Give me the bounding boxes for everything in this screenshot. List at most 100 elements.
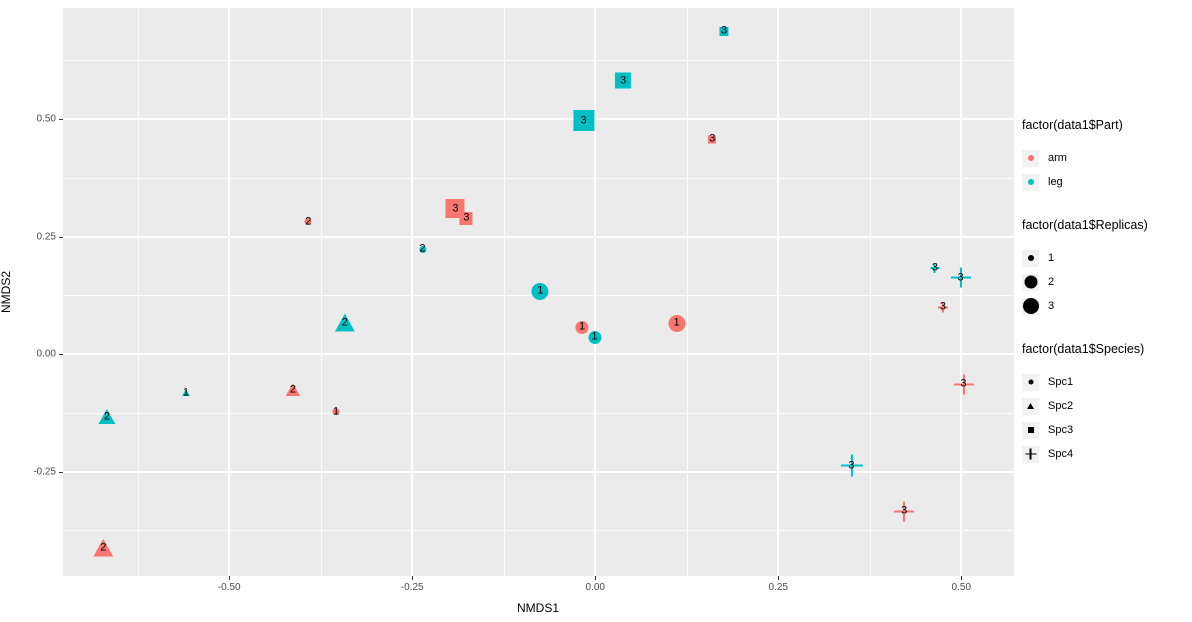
grid-line-minor xyxy=(63,60,1014,62)
data-point: 2 xyxy=(285,383,301,397)
plus-vertical-bar xyxy=(959,267,962,288)
data-point: 3 xyxy=(573,110,595,132)
legend-key-square-icon xyxy=(1027,427,1034,433)
y-axis-tick-label: -0.25 xyxy=(33,466,56,478)
legend-key xyxy=(1022,373,1039,391)
point-shape-circle xyxy=(668,314,685,332)
point-shape-square xyxy=(459,211,473,225)
point-label: 2 xyxy=(341,316,348,329)
point-label: 1 xyxy=(333,405,340,418)
legend-entry: 2 xyxy=(1022,270,1190,294)
point-label: 3 xyxy=(463,211,470,224)
point-label: 2 xyxy=(100,541,107,554)
data-point: 3 xyxy=(615,72,632,89)
legend-entry-label: Spc3 xyxy=(1048,424,1074,436)
legend-key xyxy=(1022,297,1039,315)
data-point: 3 xyxy=(937,301,948,313)
legend-entry: leg xyxy=(1022,170,1190,194)
point-shape-square xyxy=(708,135,717,144)
data-point: 3 xyxy=(930,261,940,274)
legend-key-circle-icon xyxy=(1027,155,1034,161)
grid-line-minor xyxy=(63,177,1014,179)
data-point: 1 xyxy=(531,282,549,300)
plus-vertical-bar xyxy=(903,501,906,522)
grid-line-minor xyxy=(63,412,1014,414)
point-label: 2 xyxy=(419,242,426,255)
point-label: 3 xyxy=(931,261,938,274)
x-axis-tick-label: 0.25 xyxy=(768,582,788,593)
grid-line-minor xyxy=(686,8,688,576)
point-label: 1 xyxy=(673,316,680,329)
grid-line-major xyxy=(411,8,414,576)
y-axis-tick xyxy=(59,236,63,238)
grid-line-minor xyxy=(869,8,871,576)
legend-entry-label: 2 xyxy=(1048,276,1055,288)
legend-key-plus-icon xyxy=(1025,448,1036,460)
point-shape-square xyxy=(719,26,729,36)
point-label: 3 xyxy=(848,459,855,472)
data-point: 3 xyxy=(950,267,971,288)
point-shape-circle xyxy=(588,330,601,344)
legend-entry-label: arm xyxy=(1048,152,1067,164)
data-point: 3 xyxy=(953,374,974,395)
legend-key xyxy=(1022,421,1039,439)
x-axis-tick xyxy=(778,576,780,580)
y-axis-title: NMDS2 xyxy=(0,270,13,314)
data-point: 2 xyxy=(418,242,426,255)
point-shape-plus xyxy=(937,302,948,313)
point-shape-plus xyxy=(840,454,863,477)
legend: factor(data1$Part) arm leg factor(data1$Rep… xyxy=(1022,118,1190,490)
plus-vertical-bar xyxy=(941,302,944,313)
legend-key xyxy=(1022,445,1039,463)
data-point: 3 xyxy=(840,454,863,477)
legend-entry: Spc1 xyxy=(1022,370,1190,394)
point-label: 1 xyxy=(182,386,190,399)
x-axis-title: NMDS1 xyxy=(516,601,560,615)
legend-entry-label: 1 xyxy=(1048,252,1055,264)
legend-entry-label: Spc2 xyxy=(1048,400,1074,412)
point-shape-plus xyxy=(930,263,940,273)
point-shape-circle xyxy=(575,320,589,334)
plus-vertical-bar xyxy=(933,263,936,273)
legend-title: factor(data1$Part) xyxy=(1022,118,1123,132)
legend-entry: Spc2 xyxy=(1022,394,1190,418)
legend-entry: Spc3 xyxy=(1022,418,1190,442)
point-shape-circle xyxy=(304,218,312,226)
point-label: 2 xyxy=(305,215,312,228)
data-point: 3 xyxy=(894,501,915,522)
data-point: 3 xyxy=(719,25,729,37)
point-label: 3 xyxy=(709,132,716,145)
grid-line-minor xyxy=(503,8,505,576)
point-shape-circle xyxy=(531,282,549,300)
y-axis-tick xyxy=(59,471,63,473)
y-axis-tick-label: 0.00 xyxy=(36,348,56,360)
point-shape-plus xyxy=(953,374,974,395)
legend-entry: Spc4 xyxy=(1022,442,1190,466)
data-point: 1 xyxy=(575,320,589,334)
legend-group: factor(data1$Part) arm leg xyxy=(1022,118,1190,194)
x-axis-tick-label: -0.50 xyxy=(217,582,241,593)
data-point: 2 xyxy=(334,313,355,332)
legend-key xyxy=(1022,249,1039,267)
data-point: 2 xyxy=(93,538,114,557)
legend-key-circle-icon xyxy=(1022,298,1039,314)
data-point: 2 xyxy=(304,215,312,228)
x-axis-tick xyxy=(595,576,597,580)
legend-key xyxy=(1022,173,1039,191)
legend-title: factor(data1$Species) xyxy=(1022,342,1145,356)
grid-line-major xyxy=(777,8,780,576)
plus-vertical-bar xyxy=(850,454,853,477)
point-label: 2 xyxy=(103,410,110,423)
legend-entry: arm xyxy=(1022,146,1190,170)
grid-line-major xyxy=(63,470,1014,473)
legend-key-circle-icon xyxy=(1027,179,1034,185)
y-axis-tick xyxy=(59,118,63,120)
point-shape-circle xyxy=(332,408,340,416)
data-point: 1 xyxy=(588,330,601,344)
legend-key-circle-icon xyxy=(1024,275,1037,289)
point-label: 3 xyxy=(960,377,967,390)
data-point: 3 xyxy=(445,199,465,219)
point-shape-triangle xyxy=(181,389,190,397)
point-label: 2 xyxy=(289,383,296,396)
